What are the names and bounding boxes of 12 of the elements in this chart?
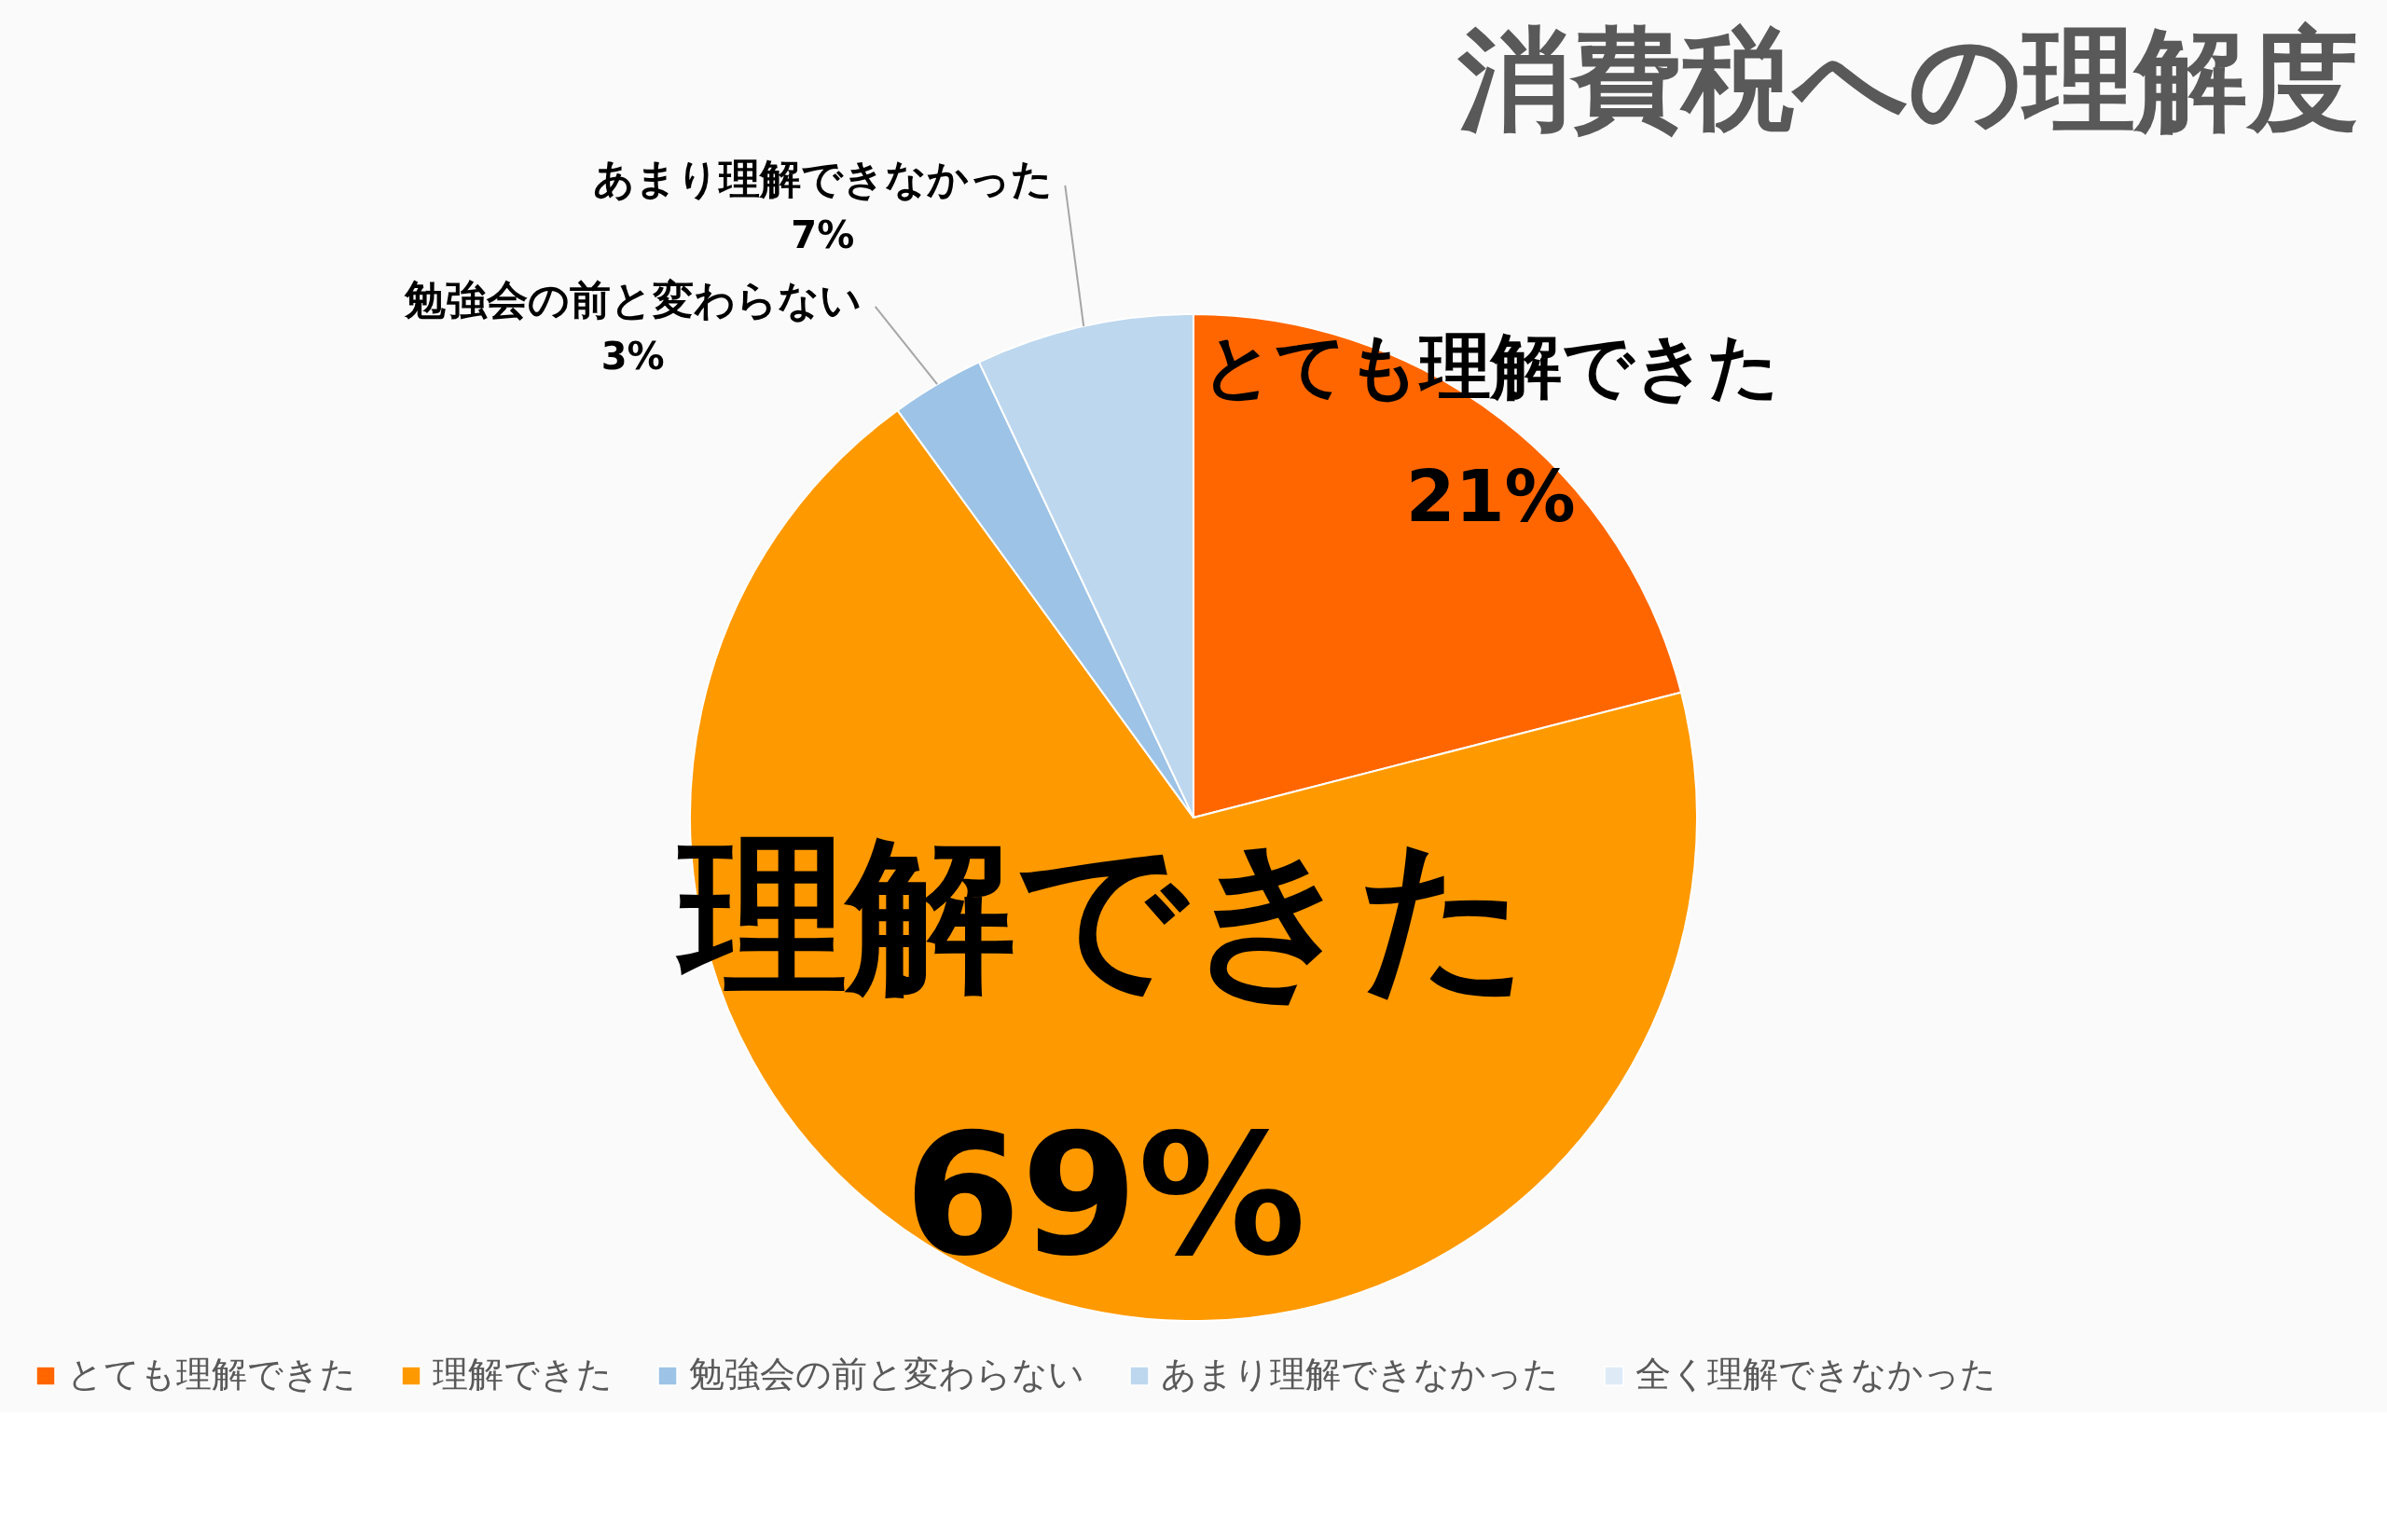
legend-label: あまり理解できなかった — [1161, 1354, 1559, 1395]
legend-label: 全く理解できなかった — [1635, 1354, 1996, 1395]
data-label: 3% — [600, 334, 665, 378]
legend-label: とても理解できた — [67, 1354, 356, 1395]
legend-label: 勉強会の前と変わらない — [689, 1354, 1084, 1395]
chart-title: 消費税への理解度 — [1457, 14, 2359, 144]
data-label: 69% — [904, 1097, 1306, 1293]
data-label: 21% — [1405, 455, 1576, 539]
slice-label: あまり理解できなかった — [592, 154, 1053, 202]
legend-label: 理解できた — [433, 1354, 613, 1395]
slice-label: 勉強会の前と変わらない — [403, 275, 862, 323]
data-label: 7% — [791, 213, 855, 256]
